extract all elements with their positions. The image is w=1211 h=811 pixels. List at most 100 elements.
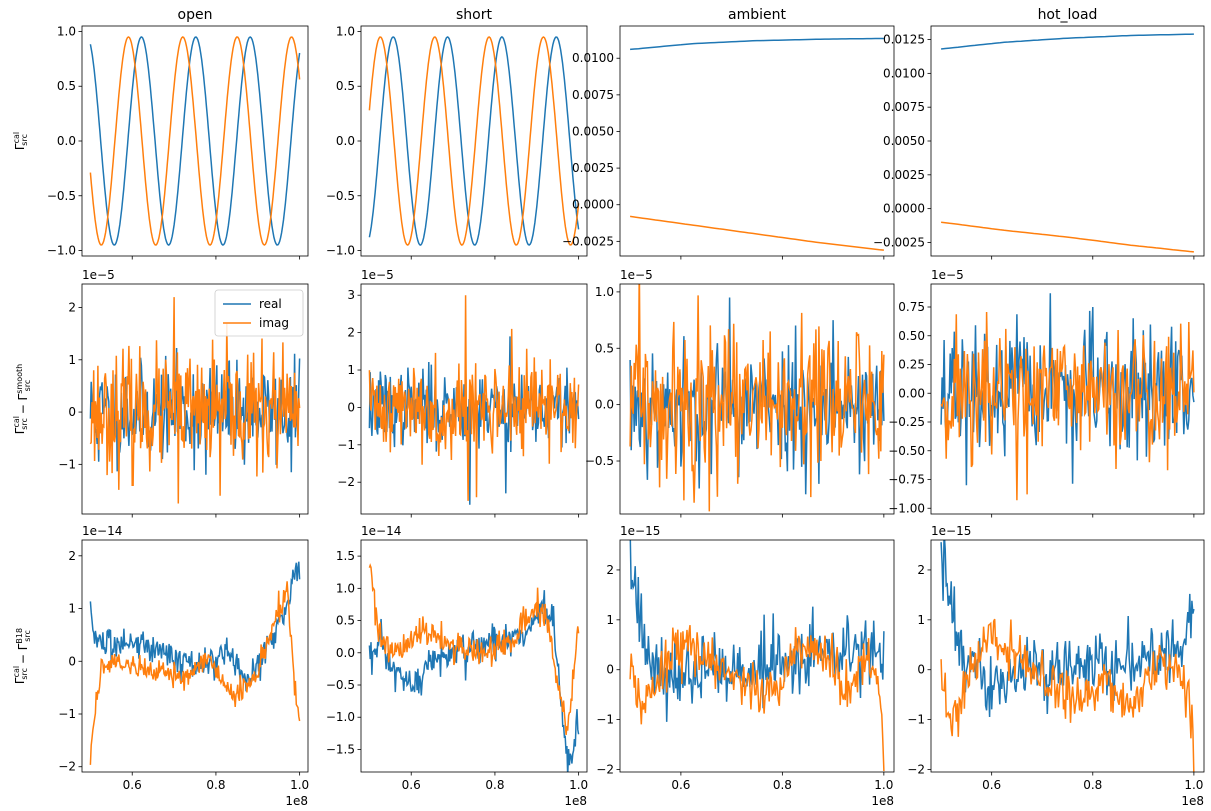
y-tick-label: −1 [337,438,355,452]
series-real-line [368,590,580,772]
y-tick-label: 0.0075 [572,88,614,102]
y-tick-label: 0.50 [898,329,925,343]
x-tick-label: 1.0 [569,778,588,792]
y-tick-label: −1 [58,707,76,721]
panel-hot_load-row-1: −0.0025 0.0000 0.0025 0.0050 0.0075 0.0100 0.0… [873,7,1205,260]
panel-short-row-3: −1.5 −1.0 −0.5 0.0 0.5 1.0 1.5 0.6 0.8 1.0 1e−14 1e… [326,524,588,808]
y-tick-label: 0.5 [336,614,355,628]
panel-open-row-2: −1 0 1 2 1e−5 real imag [58,268,309,518]
axes-frame [81,283,309,515]
y-tick-label: 0 [917,663,925,677]
y-tick-label: −1.0 [47,244,76,258]
y-offset-label: 1e−5 [620,268,653,282]
panel-short-row-2: −2 −1 0 1 2 3 1e−5 [337,268,588,518]
y-tick-label: 0 [68,405,76,419]
x-offset-label: 1e8 [564,794,587,808]
x-tick-label: 0.8 [206,778,225,792]
series-imag-line [368,36,580,246]
panel-open-row-3: −2 −1 0 1 2 0.6 0.8 1.0 1e−14 1e8 [58,524,309,808]
y-tick-label: −1.0 [326,244,355,258]
y-tick-label: −1.0 [326,710,355,724]
y-tick-label: 1.0 [595,285,614,299]
column-title-short: short [456,7,492,23]
y-tick-label: 0.0 [595,398,614,412]
y-tick-label: 1 [68,602,76,616]
y-tick-label: 1.0 [336,24,355,38]
y-tick-label: 0.5 [336,79,355,93]
legend: real imag [214,289,304,337]
series-imag-line [368,563,580,735]
series-imag-line [89,36,301,246]
y-tick-label: 0 [68,654,76,668]
axes-frame [930,25,1205,257]
y-offset-label: 1e−14 [82,524,122,538]
row-3-ylabel: Γcalsrc − ΓB18src [12,628,32,684]
series-real-line [89,36,301,246]
y-tick-label: 0.0025 [883,168,925,182]
y-tick-label: 2 [606,563,614,577]
y-tick-label: 0.5 [595,341,614,355]
y-offset-label: 1e−5 [82,268,115,282]
y-tick-label: 0.75 [898,300,925,314]
series-imag-line [629,625,885,772]
row-2-ylabel: Γcalsrc − Γsmoothsrc [12,364,32,434]
column-title-ambient: ambient [728,7,786,23]
y-tick-label: −0.25 [888,415,925,429]
y-tick-label: 0.0100 [572,51,614,65]
panel-ambient-row-2: −0.5 0.0 0.5 1.0 1e−5 [585,268,895,518]
axes-frame [619,25,895,257]
y-offset-label: 1e−15 [620,524,660,538]
y-tick-label: −2 [58,760,76,774]
x-tick-label: 0.6 [402,778,421,792]
y-tick-label: 0.0 [336,646,355,660]
axes-frame [619,283,895,515]
x-tick-label: 0.8 [1083,778,1102,792]
y-tick-label: −0.5 [326,189,355,203]
y-tick-label: −0.5 [47,189,76,203]
y-tick-label: 1.0 [336,581,355,595]
series-real-line [941,33,1194,50]
y-tick-label: 1 [917,613,925,627]
axes-frame [930,539,1205,773]
legend-label-real: real [259,297,282,311]
y-tick-label: −0.0025 [873,235,925,249]
panel-ambient-row-3: −2 −1 0 1 2 0.6 0.8 1.0 1e−15 1e8 [596,524,895,808]
x-tick-label: 0.6 [671,778,690,792]
panel-hot_load-row-3: −2 −1 0 1 2 0.6 0.8 1.0 1e−15 1e8 [907,524,1205,808]
axes-frame [360,25,588,257]
panel-short-row-1: −1.0 −0.5 0.0 0.5 1.0 short [326,7,588,260]
y-tick-label: −0.0025 [562,234,614,248]
series-imag-line [941,221,1194,253]
series-real-line [630,37,884,51]
x-offset-label: 1e8 [871,794,894,808]
y-offset-label: 1e−5 [361,268,394,282]
y-tick-label: −0.5 [585,454,614,468]
y-offset-label: 1e−5 [931,268,964,282]
series-imag-line [89,581,301,765]
x-tick-label: 0.8 [773,778,792,792]
panel-ambient-row-1: −0.0025 0.0000 0.0025 0.0050 0.0075 0.0100 amb… [562,7,895,260]
panel-hot_load-row-2: −1.00 −0.75 −0.50 −0.25 0.00 0.25 0.50 0.75 1e−5 [888,268,1205,518]
series-imag-line [629,215,884,251]
y-tick-label: 2 [68,301,76,315]
y-tick-label: 0.0050 [883,134,925,148]
legend-label-imag: imag [259,316,289,330]
panel-open-row-1: −1.0 −0.5 0.0 0.5 1.0 open [47,7,309,260]
y-tick-label: −0.5 [326,678,355,692]
y-tick-label: −0.50 [888,444,925,458]
y-tick-label: −2 [596,763,614,777]
y-offset-label: 1e−15 [931,524,971,538]
y-tick-label: 1 [606,613,614,627]
y-tick-label: 2 [68,549,76,563]
y-tick-label: 2 [347,326,355,340]
axes-frame [81,539,309,773]
y-offset-label: 1e−14 [361,524,401,538]
x-tick-label: 0.6 [982,778,1001,792]
y-tick-label: −1.5 [326,742,355,756]
y-tick-label: −1 [596,713,614,727]
y-tick-label: 0.0050 [572,124,614,138]
series-imag-line [940,618,1195,772]
y-tick-label: 0.0000 [883,202,925,216]
x-tick-label: 1.0 [290,778,309,792]
